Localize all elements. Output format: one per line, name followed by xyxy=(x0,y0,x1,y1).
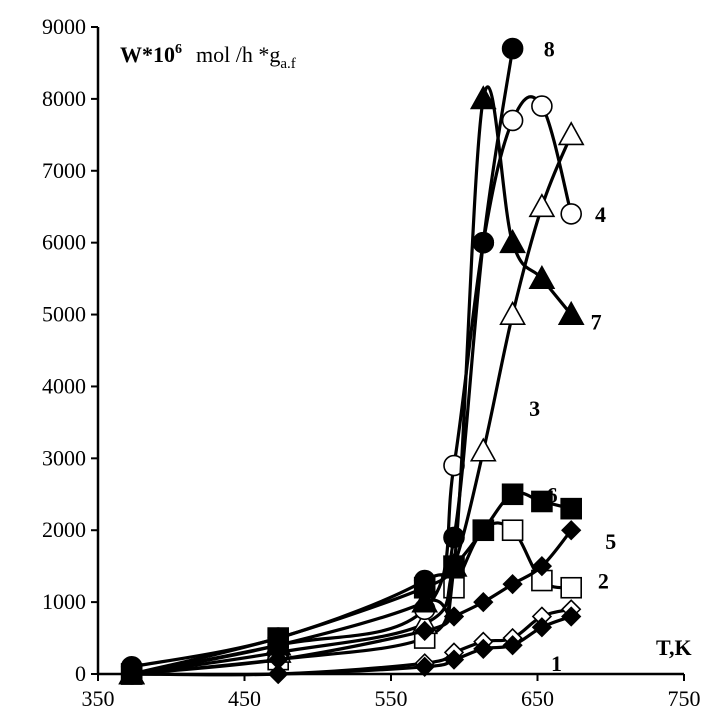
x-tick-label: 750 xyxy=(668,686,701,711)
data-point xyxy=(473,638,494,659)
data-point xyxy=(557,300,585,325)
series-line xyxy=(131,134,573,676)
y-tick-label: 6000 xyxy=(42,230,86,255)
data-point xyxy=(557,121,585,146)
data-point xyxy=(120,656,143,678)
y-tick-label: 4000 xyxy=(42,373,86,398)
data-point xyxy=(531,95,553,117)
curve-label-4: 4 xyxy=(595,202,606,227)
data-point xyxy=(413,569,436,592)
data-point xyxy=(469,437,497,462)
data-point xyxy=(502,635,523,656)
data-point xyxy=(531,490,553,513)
y-axis-title-sub: a.f xyxy=(280,56,295,72)
curve-labels: 1 2 3 4 5 6 7 8 xyxy=(529,37,616,677)
data-point xyxy=(501,37,524,60)
curve-label-8: 8 xyxy=(544,37,555,62)
data-point xyxy=(528,193,556,218)
data-point xyxy=(531,617,553,638)
data-point xyxy=(501,109,524,132)
y-axis-title-bold: W*10 xyxy=(120,42,175,67)
y-tick-label: 9000 xyxy=(42,14,86,39)
data-point xyxy=(414,620,435,641)
y-axis-title-unit: mol /h *g xyxy=(196,42,280,67)
data-point xyxy=(499,300,526,325)
y-tick-label: 1000 xyxy=(42,589,86,614)
series-9 xyxy=(120,37,524,678)
curve-label-5: 5 xyxy=(605,529,616,554)
data-point xyxy=(473,591,494,613)
series-6 xyxy=(121,520,582,685)
series-3 xyxy=(118,121,585,685)
data-point xyxy=(414,656,435,677)
y-tick-label: 7000 xyxy=(42,158,86,183)
x-axis-title: T,K xyxy=(656,635,692,660)
data-point xyxy=(499,229,526,254)
series-8 xyxy=(118,85,585,685)
data-point xyxy=(443,649,465,670)
data-point xyxy=(560,497,582,520)
series-5 xyxy=(121,606,582,685)
curve-label-3: 3 xyxy=(529,396,540,421)
data-point xyxy=(528,264,556,290)
data-point xyxy=(268,663,289,685)
curve-label-1: 1 xyxy=(551,651,562,676)
axes: 0 1000 2000 3000 4000 5000 6000 7000 8000 9000 350… xyxy=(42,14,701,711)
data-point xyxy=(560,576,582,599)
series-4 xyxy=(120,95,582,685)
data-point xyxy=(267,627,289,649)
y-tick-label: 8000 xyxy=(42,86,86,111)
y-tick-label: 3000 xyxy=(42,445,86,470)
data-point xyxy=(531,556,553,577)
x-tick-label: 350 xyxy=(82,686,115,711)
y-tick-label: 0 xyxy=(75,661,86,686)
x-tick-label: 650 xyxy=(521,686,554,711)
data-point xyxy=(502,574,523,595)
data-point xyxy=(501,483,524,506)
y-tick-label: 5000 xyxy=(42,302,86,327)
data-point xyxy=(472,231,495,254)
series-layer xyxy=(118,37,585,685)
data-point xyxy=(469,85,497,110)
y-axis-title: W*106 mol /h *ga.f xyxy=(120,42,296,72)
data-point xyxy=(561,520,582,541)
curve-label-6: 6 xyxy=(547,482,558,507)
data-point xyxy=(443,526,465,549)
x-tick-label: 450 xyxy=(228,686,261,711)
y-axis-title-sup: 6 xyxy=(175,42,182,57)
data-point xyxy=(561,606,582,627)
y-tick-label: 2000 xyxy=(42,517,86,542)
data-point xyxy=(472,519,495,542)
x-tick-label: 550 xyxy=(375,686,408,711)
series-line xyxy=(131,521,572,676)
data-point xyxy=(411,588,439,613)
curve-label-2: 2 xyxy=(598,569,609,594)
data-point xyxy=(560,203,582,225)
curve-label-7: 7 xyxy=(591,310,602,335)
data-point xyxy=(501,519,524,542)
